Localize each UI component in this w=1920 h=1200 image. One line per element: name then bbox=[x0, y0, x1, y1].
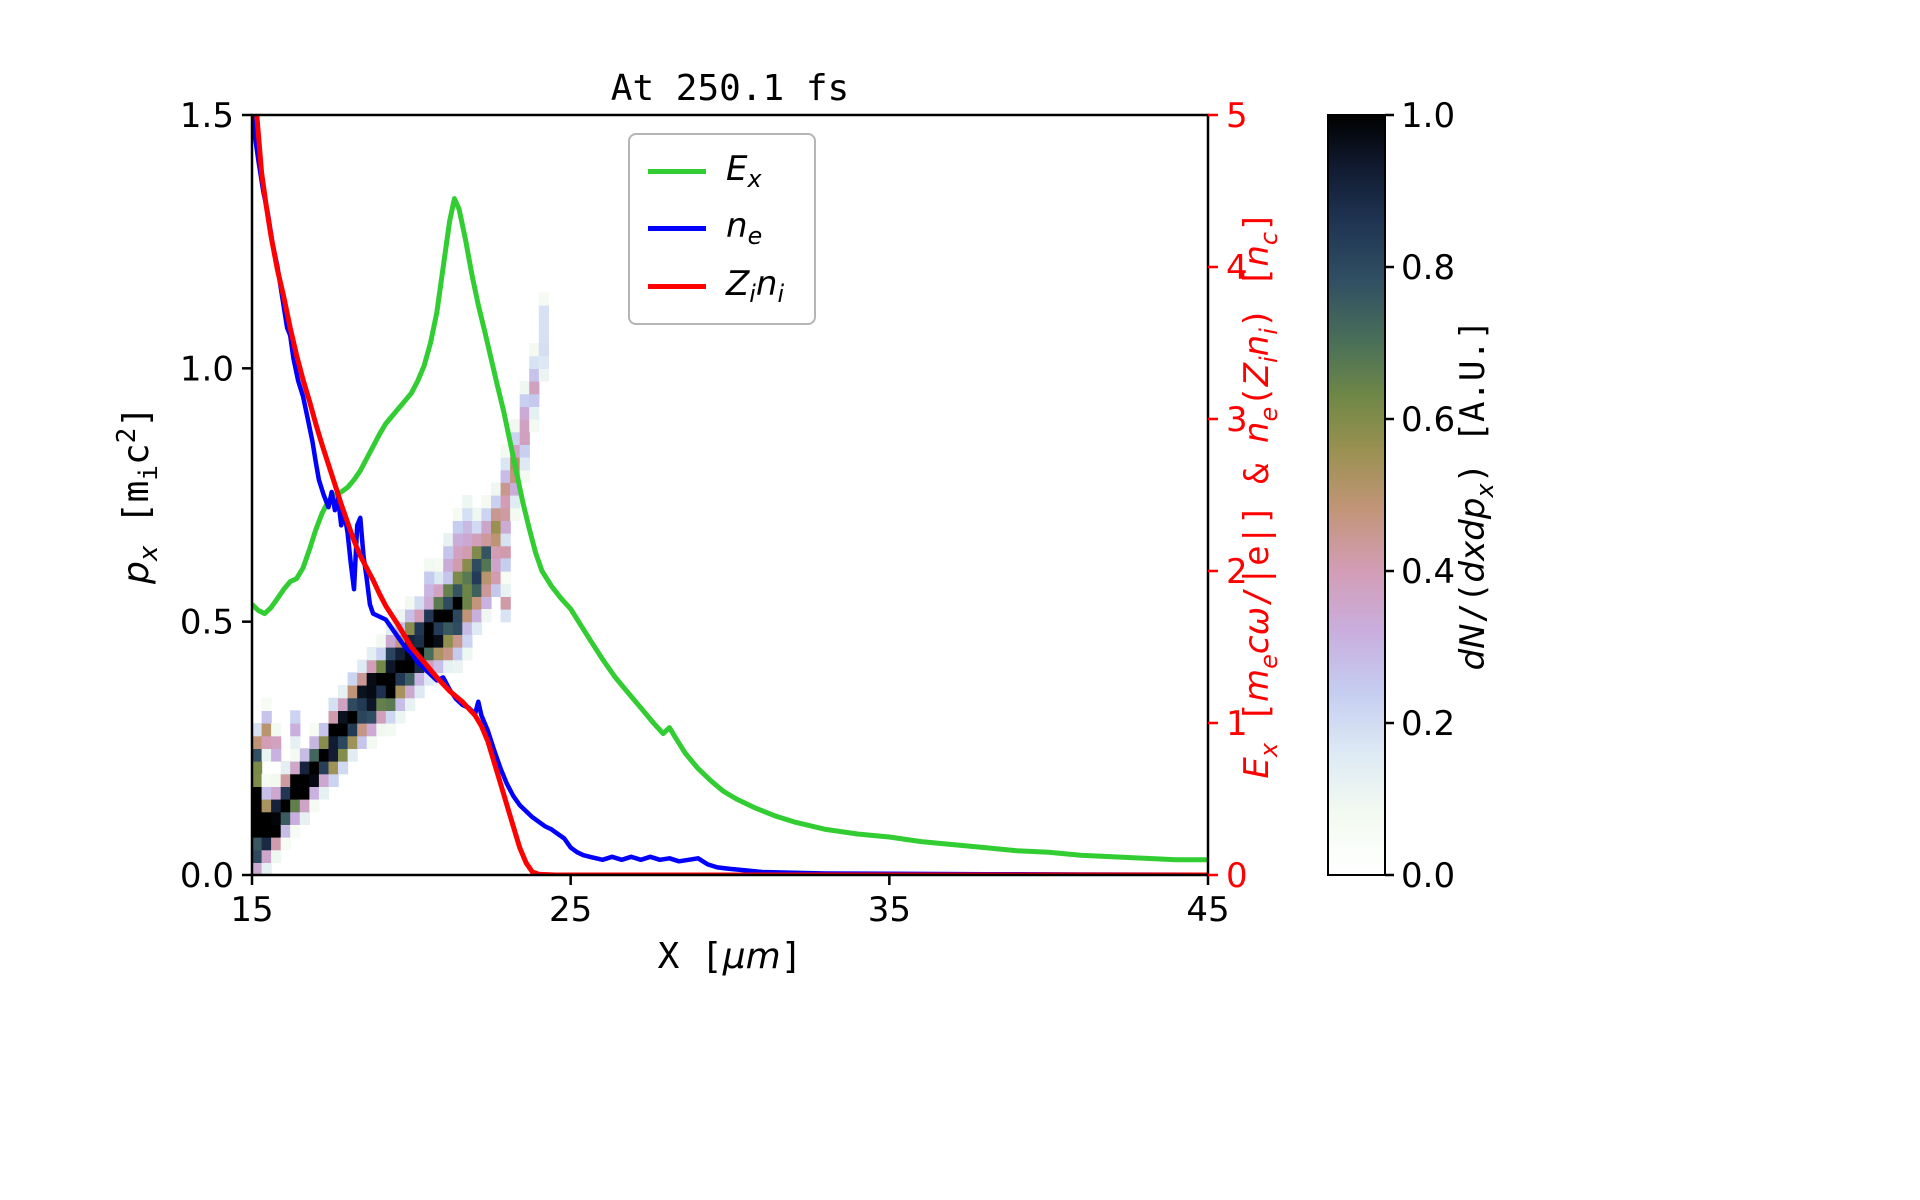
colorbar-tick-label: 0.2 bbox=[1401, 704, 1455, 744]
legend-line-sample-Ex bbox=[648, 169, 706, 175]
y-right-tick-label: 0 bbox=[1226, 856, 1248, 896]
legend-entry-ne: ne bbox=[648, 206, 784, 251]
colorbar bbox=[1327, 114, 1386, 876]
y-right-tick-label: 3 bbox=[1226, 400, 1248, 440]
y-right-tick-label: 5 bbox=[1226, 96, 1248, 136]
legend-label-Ex: Ex bbox=[726, 149, 762, 194]
colorbar-tick-label: 1.0 bbox=[1401, 96, 1455, 136]
x-tick-label: 45 bbox=[1186, 890, 1229, 930]
series-layer bbox=[252, 115, 1208, 875]
y-left-tick-label: 0.0 bbox=[180, 856, 234, 896]
x-axis-label: X [μm] bbox=[658, 936, 803, 977]
y-left-tick-label: 1.0 bbox=[180, 349, 234, 389]
y-right-tick-label: 2 bbox=[1226, 552, 1248, 592]
x-tick-label: 35 bbox=[868, 890, 911, 930]
series-line-Zini bbox=[253, 115, 1208, 875]
y-right-tick-label: 4 bbox=[1226, 248, 1248, 288]
colorbar-label: dN/(dxdpx) [A.U.] bbox=[1453, 320, 1499, 671]
x-tick-label: 15 bbox=[230, 890, 273, 930]
y-left-tick-label: 0.5 bbox=[180, 603, 234, 643]
legend-label-Zini: Zini bbox=[726, 263, 785, 308]
chart-title: At 250.1 fs bbox=[610, 68, 850, 109]
legend-label-ne: ne bbox=[726, 206, 763, 251]
legend-entry-Ex: Ex bbox=[648, 149, 784, 194]
colorbar-tick-label: 0.0 bbox=[1401, 856, 1455, 896]
colorbar-tick-label: 0.6 bbox=[1401, 400, 1455, 440]
heatmap-layer bbox=[252, 292, 549, 875]
y-left-tick-label: 1.5 bbox=[180, 96, 234, 136]
axes-frame bbox=[250, 113, 1210, 877]
colorbar-tick-label: 0.4 bbox=[1401, 552, 1455, 592]
legend-entry-Zini: Zini bbox=[648, 263, 785, 308]
x-tick-label: 25 bbox=[549, 890, 592, 930]
legend-box: Ex ne Zini bbox=[628, 133, 817, 325]
legend-line-sample-Zini bbox=[648, 283, 706, 289]
legend-line-sample-ne bbox=[648, 226, 706, 232]
y-right-tick-label: 1 bbox=[1226, 704, 1248, 744]
y-right-axis-label: Ex [mecω/|e|] & ne(Zini) [nc] bbox=[1237, 211, 1283, 778]
colorbar-tick-label: 0.8 bbox=[1401, 248, 1455, 288]
y-left-axis-label: px [mic2] bbox=[112, 406, 164, 585]
